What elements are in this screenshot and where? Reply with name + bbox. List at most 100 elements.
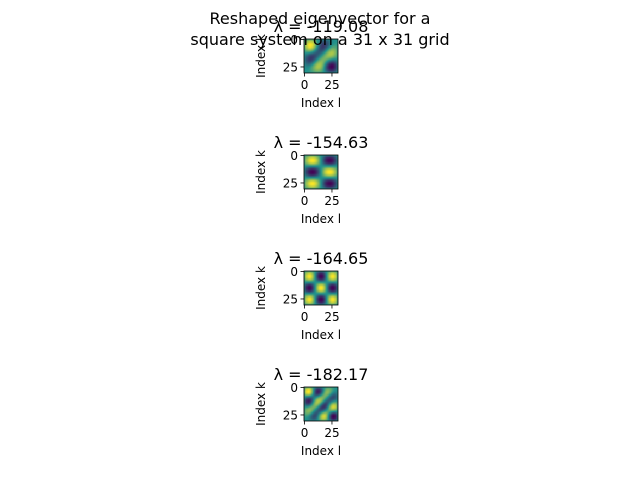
heatmap-cell <box>304 405 306 407</box>
heatmap-cell <box>312 158 314 160</box>
heatmap-cell <box>324 389 326 391</box>
heatmap-cell <box>320 414 322 416</box>
heatmap-cell <box>329 49 331 52</box>
heatmap-cell <box>332 60 334 63</box>
heatmap-cell <box>305 406 307 408</box>
heatmap-cell <box>336 187 339 190</box>
heatmap-cell <box>322 175 324 177</box>
heatmap-cell <box>331 71 333 74</box>
heatmap-cell <box>317 300 319 302</box>
heatmap-cell <box>331 294 333 296</box>
heatmap-cell <box>321 303 323 306</box>
heatmap-cell <box>316 288 318 290</box>
heatmap-cell <box>314 391 317 393</box>
heatmap-cell <box>310 175 312 177</box>
heatmap-cell <box>329 299 331 301</box>
heatmap-cell <box>304 387 306 389</box>
heatmap-cell <box>321 412 323 414</box>
heatmap-cell <box>332 165 334 168</box>
heatmap-cell <box>306 57 308 59</box>
heatmap-cell <box>324 185 326 187</box>
heatmap-cell <box>334 392 336 394</box>
heatmap-cell <box>335 296 337 298</box>
heatmap-cell <box>320 58 322 60</box>
heatmap-cell <box>308 159 310 161</box>
heatmap-cell <box>328 300 330 302</box>
heatmap-cell <box>322 51 324 53</box>
heatmap-cell <box>320 395 322 397</box>
heatmap-cell <box>323 408 325 411</box>
heatmap-cell <box>312 292 314 295</box>
heatmap-cell <box>325 415 328 417</box>
heatmap-cell <box>334 415 336 417</box>
heatmap-cell <box>309 170 311 172</box>
heatmap-cell <box>310 301 312 303</box>
heatmap-cell <box>310 274 312 276</box>
heatmap-cell <box>316 405 318 407</box>
heatmap-cell <box>319 303 321 306</box>
heatmap-cell <box>318 408 320 411</box>
heatmap-cell <box>317 416 319 418</box>
heatmap-cell <box>313 276 316 278</box>
heatmap-cell <box>328 290 330 292</box>
heatmap-cell <box>316 274 318 276</box>
heatmap-cell <box>335 62 337 64</box>
heatmap-cell <box>325 184 328 186</box>
heatmap-cell <box>325 297 328 299</box>
heatmap-cell <box>335 160 337 162</box>
heatmap-cell <box>330 70 332 72</box>
heatmap-cell <box>330 171 332 173</box>
heatmap-cell <box>312 274 314 276</box>
heatmap-cell <box>319 277 321 279</box>
heatmap-cell <box>314 179 317 181</box>
heatmap-cell <box>319 408 321 411</box>
heatmap-cell <box>321 157 323 159</box>
heatmap-cell <box>316 60 318 63</box>
heatmap-cell <box>308 273 310 275</box>
heatmap-cell <box>304 275 306 277</box>
heatmap-cell <box>331 184 333 186</box>
heatmap-cell <box>305 289 307 291</box>
heatmap-cell <box>333 275 335 277</box>
heatmap-cell <box>322 279 324 281</box>
heatmap-cell <box>334 45 336 47</box>
heatmap-cell <box>312 299 314 301</box>
heatmap-cell <box>307 299 309 301</box>
heatmap-cell <box>308 399 310 401</box>
y-tick-label: 0 <box>290 381 298 395</box>
heatmap-cell <box>333 187 335 190</box>
heatmap-cell <box>310 158 312 160</box>
heatmap-cell <box>336 59 339 61</box>
heatmap-cell <box>329 275 331 277</box>
heatmap-cell <box>323 157 325 159</box>
heatmap-cell <box>306 70 308 72</box>
heatmap-cell <box>333 47 335 49</box>
heatmap-cell <box>328 299 330 301</box>
heatmap-cell <box>331 295 333 297</box>
heatmap-cell <box>317 408 319 411</box>
heatmap-cell <box>311 71 313 74</box>
heatmap-cell <box>330 302 332 304</box>
heatmap-cell <box>306 299 308 301</box>
heatmap-cell <box>318 302 320 304</box>
heatmap-cell <box>306 182 308 184</box>
heatmap-cell <box>323 71 325 74</box>
heatmap-cell <box>317 56 319 58</box>
heatmap-cell <box>332 275 334 277</box>
heatmap-cell <box>316 296 318 298</box>
heatmap-cell <box>313 183 316 185</box>
heatmap-cell <box>330 274 332 276</box>
heatmap-cell <box>314 174 317 176</box>
heatmap-cell <box>332 277 334 279</box>
heatmap-cell <box>312 44 314 46</box>
heatmap-cell <box>324 175 326 177</box>
heatmap-cell <box>316 173 318 175</box>
heatmap-cell <box>317 405 319 407</box>
heatmap-cell <box>314 155 317 157</box>
heatmap-cell <box>322 156 324 158</box>
heatmap-cell <box>333 51 335 53</box>
heatmap-cell <box>304 44 306 46</box>
heatmap-cell <box>327 52 329 54</box>
heatmap-cell <box>334 178 336 180</box>
heatmap-cell <box>320 173 322 175</box>
